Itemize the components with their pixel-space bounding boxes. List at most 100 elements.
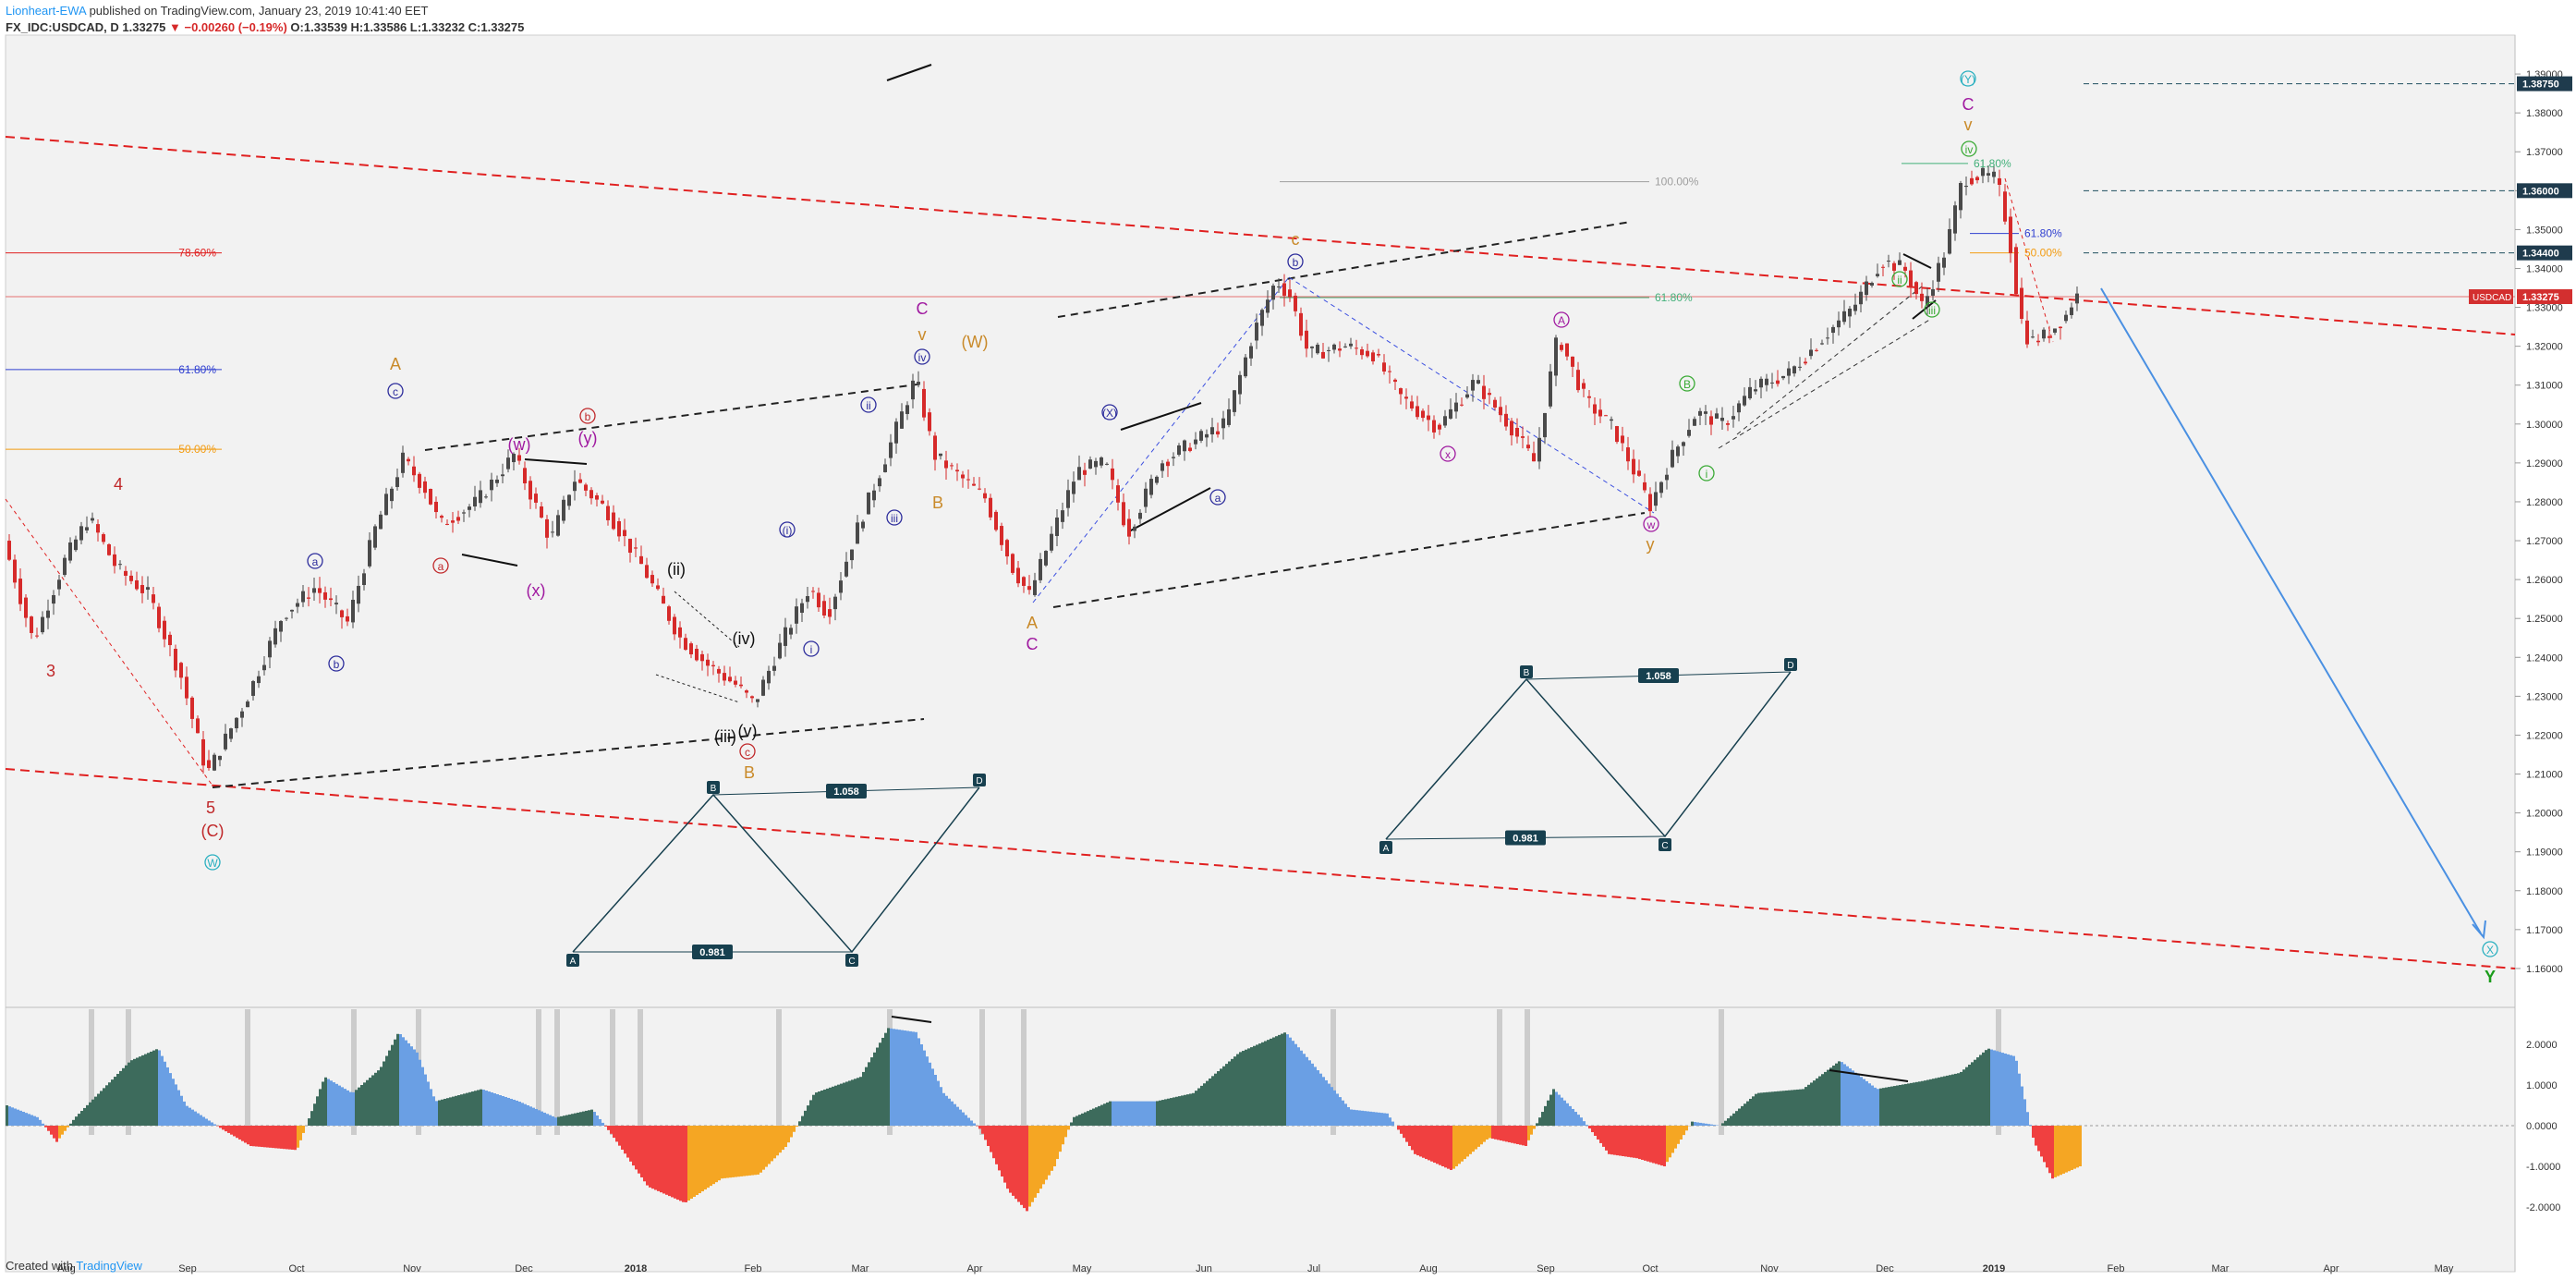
osc-bar bbox=[1538, 1117, 1541, 1126]
osc-bar bbox=[1854, 1072, 1857, 1126]
harmonic-pattern bbox=[572, 786, 980, 954]
candle-body bbox=[207, 760, 211, 769]
wave-label: C bbox=[1962, 95, 1975, 114]
current-price-box bbox=[2517, 288, 2572, 304]
candle-body bbox=[750, 696, 754, 699]
osc-bar bbox=[86, 1104, 89, 1126]
candle-body bbox=[1743, 396, 1746, 406]
candle-body bbox=[1876, 274, 1879, 276]
candle-body bbox=[1449, 408, 1452, 419]
candle-body bbox=[362, 573, 366, 586]
osc-bar bbox=[255, 1126, 258, 1147]
osc-bar bbox=[1092, 1108, 1095, 1126]
osc-bar bbox=[848, 1080, 851, 1126]
wave-line bbox=[1902, 253, 1932, 269]
osc-bar bbox=[643, 1126, 646, 1182]
osc-bar bbox=[676, 1126, 679, 1201]
price-tick-label: 1.17000 bbox=[2526, 925, 2563, 936]
candle-body bbox=[74, 539, 78, 551]
osc-bar bbox=[169, 1073, 172, 1126]
osc-bar bbox=[1131, 1101, 1134, 1126]
osc-bar bbox=[1267, 1040, 1270, 1126]
candle-body bbox=[1144, 488, 1148, 507]
osc-bar bbox=[319, 1089, 322, 1126]
osc-bar bbox=[1239, 1052, 1242, 1126]
osc-bar bbox=[945, 1095, 948, 1126]
osc-bar bbox=[1694, 1122, 1696, 1126]
osc-bar bbox=[796, 1126, 798, 1128]
candle-body bbox=[2036, 340, 2040, 343]
candle-body bbox=[135, 579, 139, 590]
osc-bar bbox=[266, 1126, 269, 1148]
osc-bar bbox=[324, 1077, 327, 1126]
osc-tick-label: -1.0000 bbox=[2526, 1162, 2560, 1173]
osc-bar bbox=[1209, 1078, 1211, 1126]
osc-bar bbox=[951, 1101, 954, 1126]
candle-body bbox=[911, 380, 915, 400]
osc-bar bbox=[200, 1115, 202, 1126]
osc-bar bbox=[1294, 1043, 1297, 1126]
price-tick-label: 1.19000 bbox=[2526, 847, 2563, 859]
osc-bar bbox=[1577, 1115, 1580, 1126]
osc-bar bbox=[1802, 1089, 1804, 1126]
candle-body bbox=[91, 518, 94, 521]
harmonic-ratio-box bbox=[1505, 830, 1546, 846]
osc-bar bbox=[1461, 1126, 1464, 1162]
wave-label: (X) bbox=[1102, 407, 1117, 420]
candle-body bbox=[562, 499, 565, 521]
osc-bar bbox=[1075, 1115, 1078, 1126]
wave-label: A bbox=[1027, 614, 1038, 632]
osc-bar bbox=[2029, 1125, 2032, 1126]
osc-bar bbox=[2012, 1055, 2015, 1126]
osc-bar bbox=[277, 1126, 280, 1149]
osc-bar bbox=[1691, 1121, 1694, 1126]
candle-body bbox=[978, 488, 981, 490]
author-link[interactable]: Lionheart-EWA bbox=[6, 4, 86, 18]
candle-body bbox=[1321, 351, 1325, 359]
osc-bar bbox=[1225, 1064, 1228, 1126]
candle-body bbox=[1526, 445, 1530, 449]
candle-body bbox=[1399, 388, 1403, 395]
osc-bar bbox=[1760, 1092, 1763, 1126]
price-change: ▼ −0.00260 (−0.19%) bbox=[169, 20, 287, 34]
osc-bar bbox=[1976, 1057, 1979, 1126]
price-tick-label: 1.25000 bbox=[2526, 614, 2563, 625]
osc-bar bbox=[1785, 1090, 1788, 1126]
osc-bar bbox=[1768, 1091, 1771, 1126]
osc-bar bbox=[1317, 1070, 1319, 1126]
candle-body bbox=[1853, 304, 1857, 311]
axes: 1.390001.380001.370001.360001.350001.340… bbox=[57, 69, 2572, 1274]
candle-body bbox=[695, 649, 699, 661]
osc-bar bbox=[1583, 1121, 1586, 1126]
candle-body bbox=[1748, 386, 1752, 399]
candle-body bbox=[174, 649, 177, 671]
osc-bar bbox=[369, 1078, 371, 1126]
candle-body bbox=[1000, 526, 1003, 545]
wave-label-circle bbox=[914, 348, 930, 365]
fib-level-label: 61.80% bbox=[2024, 227, 2062, 240]
osc-bar bbox=[341, 1087, 344, 1126]
osc-bar bbox=[103, 1088, 105, 1126]
wave-label: 3 bbox=[46, 662, 55, 680]
time-tick-label: Aug bbox=[1419, 1263, 1438, 1274]
osc-bar bbox=[1943, 1076, 1946, 1126]
osc-bar bbox=[726, 1126, 729, 1178]
osc-bar bbox=[227, 1126, 230, 1133]
osc-bar bbox=[668, 1126, 671, 1197]
osc-bar bbox=[1544, 1105, 1547, 1126]
wave-label: a bbox=[312, 555, 319, 568]
candle-body bbox=[1964, 185, 1968, 188]
osc-bar bbox=[435, 1101, 438, 1126]
osc-bar bbox=[55, 1126, 58, 1142]
candle-body bbox=[900, 411, 904, 429]
osc-bar bbox=[1175, 1096, 1178, 1126]
osc-bar bbox=[8, 1106, 11, 1126]
osc-bar bbox=[937, 1080, 940, 1126]
osc-bar bbox=[1214, 1073, 1217, 1126]
osc-bar bbox=[244, 1126, 247, 1143]
osc-bar bbox=[743, 1126, 746, 1176]
candle-body bbox=[1299, 312, 1303, 336]
osc-divergence-line bbox=[891, 1016, 932, 1023]
tradingview-link[interactable]: TradingView bbox=[76, 1259, 142, 1273]
